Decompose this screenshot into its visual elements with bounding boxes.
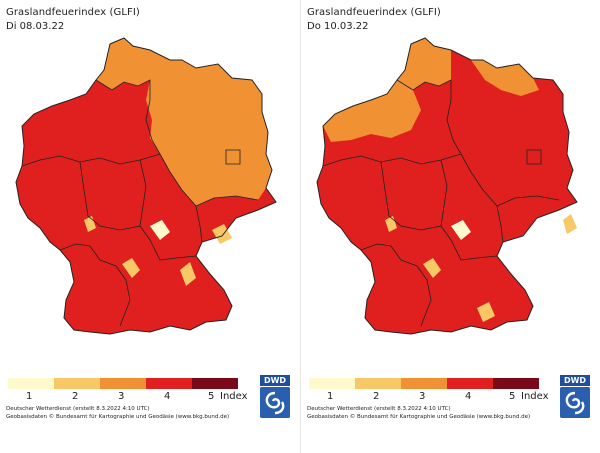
patch-light-2 bbox=[150, 220, 170, 240]
region-northwest-orange bbox=[323, 80, 421, 142]
dwd-logo: DWD bbox=[260, 375, 290, 418]
legend-swatch-1 bbox=[8, 378, 54, 389]
legend-swatch-5 bbox=[493, 378, 539, 389]
patch-light-1 bbox=[122, 258, 140, 278]
dwd-logo: DWD bbox=[560, 375, 590, 418]
state-borders bbox=[21, 79, 259, 327]
map-date: Di 08.03.22 bbox=[6, 21, 65, 32]
legend-label-4: 4 bbox=[164, 391, 171, 402]
patch-light-5 bbox=[212, 224, 232, 244]
region-north-schleswig bbox=[397, 38, 451, 90]
legend-unit: Index bbox=[521, 391, 549, 402]
patch-light-1 bbox=[423, 258, 441, 278]
legend-swatch-4 bbox=[146, 378, 192, 389]
legend-swatch-5 bbox=[192, 378, 238, 389]
legend-label-4: 4 bbox=[465, 391, 472, 402]
legend: 1 2 3 4 5 Index bbox=[309, 378, 549, 408]
map-title: Graslandfeuerindex (GLFI) bbox=[6, 7, 140, 18]
legend-label-2: 2 bbox=[72, 391, 79, 402]
germany-fire-index-map bbox=[15, 37, 277, 335]
legend-colorbar bbox=[309, 378, 539, 389]
legend-swatch-4 bbox=[447, 378, 493, 389]
legend-swatch-3 bbox=[100, 378, 146, 389]
dwd-swirl-icon bbox=[260, 387, 290, 418]
dwd-swirl-icon bbox=[560, 387, 590, 418]
legend-label-5: 5 bbox=[208, 391, 215, 402]
patch-light-4 bbox=[563, 214, 577, 234]
legend-label-3: 3 bbox=[419, 391, 426, 402]
patch-light-5 bbox=[477, 302, 495, 322]
credit-line-1: Deutscher Wetterdienst (erstellt 8.3.202… bbox=[307, 406, 451, 412]
map-panel-right: Graslandfeuerindex (GLFI) Do 10.03.22 bbox=[300, 0, 600, 453]
legend-swatch-2 bbox=[355, 378, 401, 389]
legend-label-1: 1 bbox=[327, 391, 334, 402]
map-panel-left: Graslandfeuerindex (GLFI) Di 08.03.22 bbox=[6, 7, 290, 420]
legend-colorbar bbox=[8, 378, 238, 389]
patch-light-2 bbox=[451, 220, 471, 240]
map-date: Do 10.03.22 bbox=[307, 21, 369, 32]
region-northeast bbox=[146, 50, 272, 206]
credit-line-2: Geobasisdaten © Bundesamt für Kartograph… bbox=[6, 414, 230, 420]
germany-fire-index-map bbox=[316, 37, 578, 335]
legend: 1 2 3 4 5 Index bbox=[8, 378, 248, 408]
region-northeast-orange bbox=[471, 60, 539, 96]
map-title: Graslandfeuerindex (GLFI) bbox=[307, 7, 441, 18]
legend-label-3: 3 bbox=[118, 391, 125, 402]
state-borders bbox=[322, 79, 560, 327]
legend-label-2: 2 bbox=[373, 391, 380, 402]
region-north-schleswig bbox=[96, 38, 150, 90]
dwd-logo-text: DWD bbox=[260, 375, 290, 386]
legend-label-5: 5 bbox=[509, 391, 516, 402]
germany-outline bbox=[316, 37, 578, 335]
legend-unit: Index bbox=[220, 391, 248, 402]
legend-label-1: 1 bbox=[26, 391, 33, 402]
legend-swatch-3 bbox=[401, 378, 447, 389]
credit-line-2: Geobasisdaten © Bundesamt für Kartograph… bbox=[307, 414, 531, 420]
patch-light-3 bbox=[180, 262, 196, 286]
credit-line-1: Deutscher Wetterdienst (erstellt 8.3.202… bbox=[6, 406, 150, 412]
germany-outline bbox=[15, 37, 277, 335]
dwd-logo-text: DWD bbox=[560, 375, 590, 386]
legend-swatch-1 bbox=[309, 378, 355, 389]
legend-swatch-2 bbox=[54, 378, 100, 389]
